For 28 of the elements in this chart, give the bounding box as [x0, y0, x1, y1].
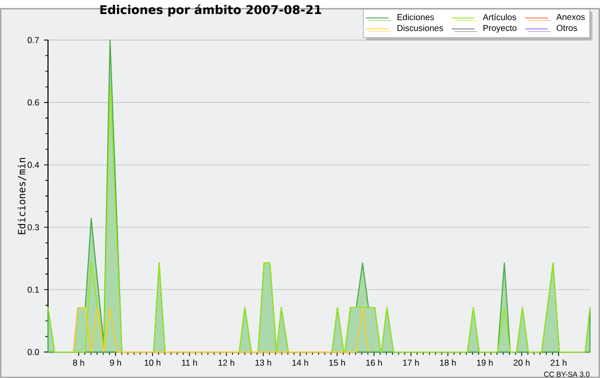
x-tick-label: 14 h [292, 359, 308, 366]
y-tick-label: 0.3 [28, 224, 39, 230]
x-tick-label: 9 h [110, 359, 121, 366]
chart-title: Ediciones por ámbito 2007-08-21 [100, 4, 322, 16]
y-tick-label: 0.4 [28, 162, 40, 168]
x-tick-label: 20 h [514, 359, 530, 366]
legend-label: Proyecto [484, 24, 517, 33]
x-tick-label: 17 h [403, 359, 419, 366]
x-tick-label: 18 h [440, 359, 456, 366]
legend-label: Ediciones [398, 14, 434, 20]
x-tick-label: 15 h [329, 359, 345, 366]
y-tick-label: 0.0 [28, 348, 39, 356]
y-axis-title: Ediciones/min [18, 158, 26, 234]
x-tick-label: 10 h [144, 359, 160, 366]
x-tick-label: 21 h [550, 359, 566, 366]
x-tick-label: 11 h [182, 359, 197, 366]
x-tick-label: 16 h [366, 359, 382, 366]
legend-label: Artículos [482, 14, 516, 20]
x-tick-label: 12 h [218, 359, 234, 366]
legend-label: Discusiones [398, 24, 444, 32]
x-tick-label: 13 h [256, 359, 272, 366]
legend-label: Otros [556, 24, 578, 31]
y-tick-label: 0.6 [28, 99, 39, 106]
x-tick-label: 8 h [73, 359, 84, 366]
y-tick-label: 0.1 [28, 286, 39, 293]
x-tick-label: 19 h [477, 359, 493, 366]
y-tick-label: 0.7 [28, 37, 39, 44]
legend-label: Anexos [556, 14, 585, 20]
